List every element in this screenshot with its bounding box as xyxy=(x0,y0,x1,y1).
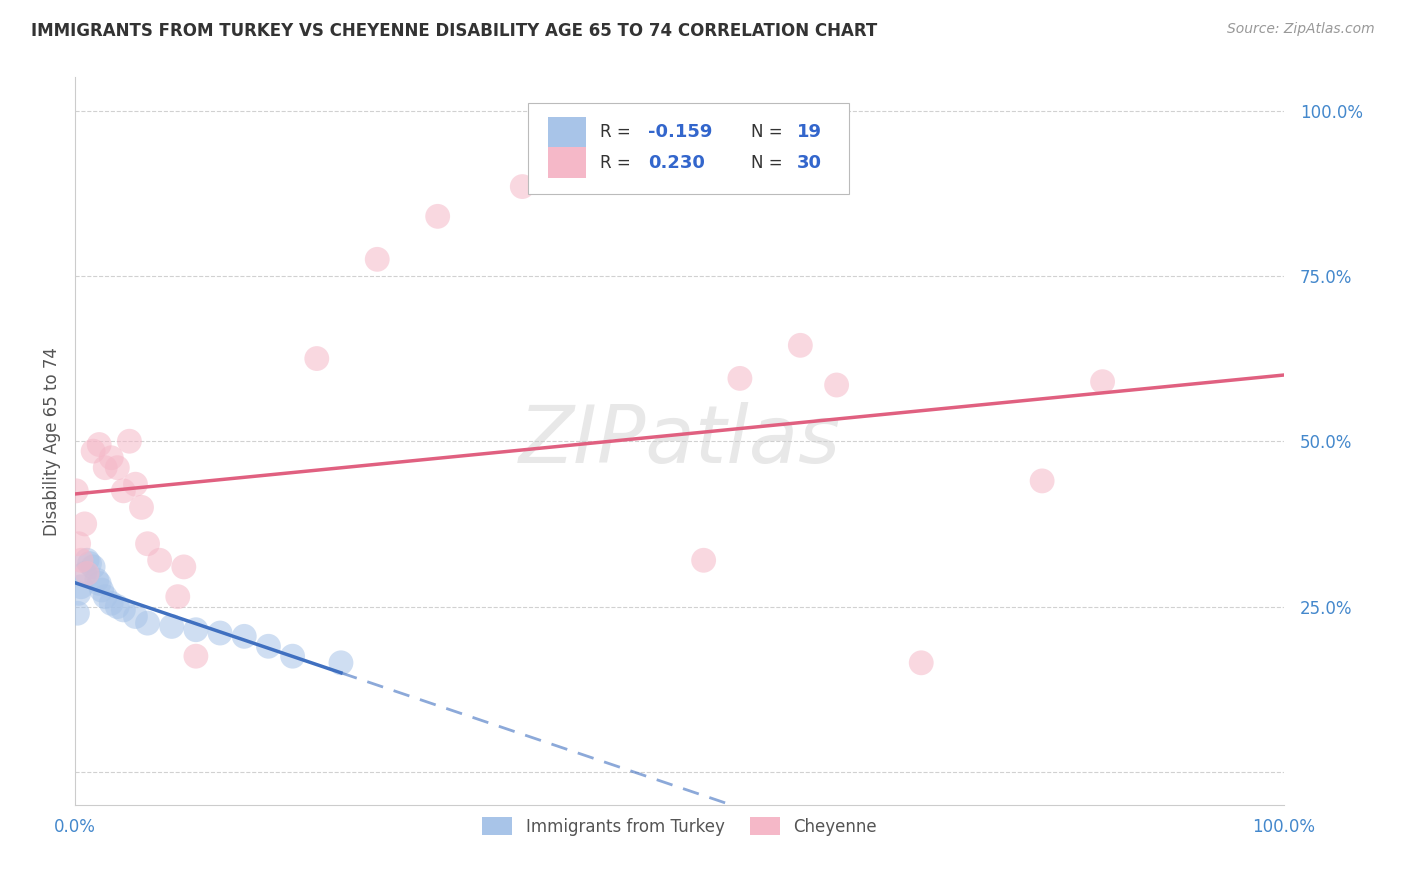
Point xyxy=(1091,375,1114,389)
Point xyxy=(330,656,353,670)
Point xyxy=(100,450,122,465)
Point xyxy=(184,623,207,637)
Point xyxy=(79,557,101,571)
Point xyxy=(65,483,87,498)
Text: N =: N = xyxy=(751,153,787,171)
FancyBboxPatch shape xyxy=(548,117,586,147)
Point xyxy=(73,516,96,531)
Point xyxy=(94,460,117,475)
Text: R =: R = xyxy=(600,153,636,171)
Point xyxy=(67,586,90,600)
Point xyxy=(73,566,96,581)
Point xyxy=(67,537,90,551)
Point xyxy=(112,483,135,498)
Point xyxy=(82,444,104,458)
Text: 19: 19 xyxy=(797,123,821,141)
Point xyxy=(257,640,280,654)
Text: N =: N = xyxy=(751,123,787,141)
Point xyxy=(692,553,714,567)
Point xyxy=(94,590,117,604)
Point xyxy=(70,580,93,594)
Point xyxy=(209,626,232,640)
Point xyxy=(426,210,449,224)
Point xyxy=(910,656,932,670)
Point xyxy=(100,596,122,610)
Point xyxy=(89,437,111,451)
Point xyxy=(136,537,159,551)
Point xyxy=(76,553,98,567)
Point xyxy=(76,566,98,581)
Point xyxy=(124,477,146,491)
Point xyxy=(90,582,112,597)
Point xyxy=(184,649,207,664)
Y-axis label: Disability Age 65 to 74: Disability Age 65 to 74 xyxy=(44,347,60,536)
Point xyxy=(510,179,533,194)
Point xyxy=(124,609,146,624)
Point xyxy=(166,590,188,604)
Text: -0.159: -0.159 xyxy=(648,123,713,141)
Point xyxy=(281,649,304,664)
Point xyxy=(89,576,111,591)
Point xyxy=(112,603,135,617)
Point xyxy=(66,606,89,620)
Point xyxy=(728,371,751,385)
Point xyxy=(149,553,172,567)
Point xyxy=(160,619,183,633)
Point xyxy=(118,434,141,449)
Text: 30: 30 xyxy=(797,153,821,171)
Point xyxy=(825,378,848,392)
Point xyxy=(105,599,128,614)
Point xyxy=(366,252,388,267)
Text: ZIPatlas: ZIPatlas xyxy=(519,402,841,480)
Point xyxy=(105,460,128,475)
Point xyxy=(305,351,328,366)
Text: R =: R = xyxy=(600,123,636,141)
Point xyxy=(1031,474,1053,488)
Point xyxy=(136,616,159,631)
Point xyxy=(82,560,104,574)
Text: IMMIGRANTS FROM TURKEY VS CHEYENNE DISABILITY AGE 65 TO 74 CORRELATION CHART: IMMIGRANTS FROM TURKEY VS CHEYENNE DISAB… xyxy=(31,22,877,40)
Text: Source: ZipAtlas.com: Source: ZipAtlas.com xyxy=(1227,22,1375,37)
Point xyxy=(173,560,195,574)
FancyBboxPatch shape xyxy=(548,147,586,178)
Point xyxy=(70,553,93,567)
Point xyxy=(233,629,256,643)
FancyBboxPatch shape xyxy=(529,103,849,194)
Legend: Immigrants from Turkey, Cheyenne: Immigrants from Turkey, Cheyenne xyxy=(474,809,884,844)
Text: 0.230: 0.230 xyxy=(648,153,704,171)
Point xyxy=(86,573,108,587)
Point xyxy=(131,500,153,515)
Point xyxy=(789,338,811,352)
